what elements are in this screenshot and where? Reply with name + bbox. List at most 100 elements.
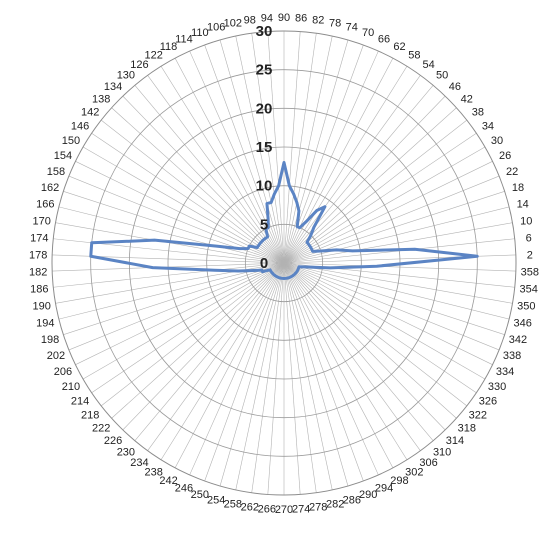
data-point-78 xyxy=(295,201,299,204)
data-point-346 xyxy=(297,265,301,268)
data-point-58 xyxy=(315,209,318,212)
angle-tick-label-182: 182 xyxy=(29,267,47,279)
data-point-94 xyxy=(277,184,280,188)
data-point-110 xyxy=(266,218,270,221)
data-point-82 xyxy=(292,192,295,196)
angle-tick-label-246: 246 xyxy=(175,483,193,495)
angle-tick-label-186: 186 xyxy=(30,284,48,296)
data-point-54 xyxy=(323,205,327,208)
angle-tick-label-78: 78 xyxy=(329,17,341,29)
angle-tick-label-294: 294 xyxy=(375,483,393,495)
angle-tick-label-174: 174 xyxy=(30,232,48,244)
angle-tick-label-354: 354 xyxy=(519,284,537,296)
angle-tick-labels: 2610141822263034384246505458626670747882… xyxy=(29,12,539,516)
angle-tick-label-50: 50 xyxy=(436,70,448,82)
angle-tick-label-226: 226 xyxy=(104,435,122,447)
angle-tick-label-190: 190 xyxy=(33,301,51,313)
angle-tick-label-322: 322 xyxy=(469,409,487,421)
data-point-358 xyxy=(375,265,378,268)
angle-tick-label-310: 310 xyxy=(433,446,451,458)
radial-tick-label-0: 0 xyxy=(260,255,268,272)
data-point-170 xyxy=(153,238,156,242)
angle-tick-label-266: 266 xyxy=(258,503,276,515)
angle-tick-label-118: 118 xyxy=(160,41,178,53)
angle-tick-label-198: 198 xyxy=(41,334,59,346)
angle-tick-label-342: 342 xyxy=(509,334,527,346)
angle-tick-label-238: 238 xyxy=(144,467,162,479)
data-point-118 xyxy=(264,227,268,231)
radial-tick-label-25: 25 xyxy=(256,62,273,79)
angle-tick-label-334: 334 xyxy=(496,366,514,378)
data-point-34 xyxy=(308,244,311,247)
data-point-62 xyxy=(304,220,307,224)
angle-tick-label-58: 58 xyxy=(408,49,420,61)
angle-tick-label-178: 178 xyxy=(29,249,47,261)
data-point-30 xyxy=(309,246,312,249)
angle-tick-label-170: 170 xyxy=(33,215,51,227)
angle-tick-label-98: 98 xyxy=(244,14,256,26)
data-point-138 xyxy=(259,241,263,244)
angle-tick-label-290: 290 xyxy=(359,489,377,501)
angle-tick-label-258: 258 xyxy=(224,499,242,511)
angle-tick-label-38: 38 xyxy=(472,107,484,119)
angle-tick-label-274: 274 xyxy=(292,503,310,515)
radial-tick-label-20: 20 xyxy=(256,100,273,117)
data-point-18 xyxy=(319,249,322,253)
angle-tick-label-338: 338 xyxy=(503,350,521,362)
data-point-22 xyxy=(311,250,314,253)
radial-grid-rings xyxy=(51,30,517,496)
data-point-146 xyxy=(257,244,260,247)
angle-tick-label-54: 54 xyxy=(422,59,434,71)
data-point-74 xyxy=(297,209,301,213)
angle-tick-label-22: 22 xyxy=(506,166,518,178)
radial-ring-10 xyxy=(206,185,362,341)
angle-tick-label-194: 194 xyxy=(36,318,54,330)
angle-tick-label-154: 154 xyxy=(54,150,72,162)
data-point-142 xyxy=(258,242,261,246)
data-point-154 xyxy=(248,244,251,248)
data-point-50 xyxy=(312,226,316,229)
data-point-114 xyxy=(267,226,270,229)
data-point-182 xyxy=(151,266,154,269)
data-point-194 xyxy=(252,269,256,272)
angle-tick-label-6: 6 xyxy=(526,232,532,244)
data-point-98 xyxy=(273,192,276,196)
data-point-178 xyxy=(89,255,92,258)
data-point-46 xyxy=(309,233,313,237)
angle-tick-label-330: 330 xyxy=(488,381,506,393)
angle-tick-label-34: 34 xyxy=(482,120,494,132)
data-point-190 xyxy=(237,269,240,273)
angle-tick-label-214: 214 xyxy=(71,396,89,408)
angle-tick-label-282: 282 xyxy=(326,499,344,511)
data-point-174 xyxy=(90,241,93,244)
angle-tick-label-358: 358 xyxy=(521,267,539,279)
radial-tick-labels: 0 5 10 15 20 25 30 xyxy=(256,23,273,272)
angle-tick-label-222: 222 xyxy=(92,423,110,435)
data-point-42 xyxy=(305,241,309,244)
data-point-2 xyxy=(476,255,479,258)
angle-tick-label-74: 74 xyxy=(346,22,358,34)
angle-tick-label-134: 134 xyxy=(104,81,122,93)
angle-tick-label-206: 206 xyxy=(54,366,72,378)
angle-tick-label-70: 70 xyxy=(362,27,374,39)
angle-tick-label-18: 18 xyxy=(512,182,524,194)
data-point-186 xyxy=(213,269,216,272)
data-point-6 xyxy=(413,248,416,251)
angle-tick-label-210: 210 xyxy=(62,381,80,393)
angle-tick-label-314: 314 xyxy=(446,435,464,447)
data-point-150 xyxy=(256,246,259,249)
angle-tick-label-218: 218 xyxy=(81,409,99,421)
angle-tick-label-166: 166 xyxy=(36,198,54,210)
series-layer xyxy=(89,160,479,280)
angle-tick-label-46: 46 xyxy=(449,81,461,93)
angle-tick-label-42: 42 xyxy=(461,93,473,105)
angle-tick-label-86: 86 xyxy=(295,13,307,25)
angle-tick-label-350: 350 xyxy=(517,301,535,313)
angle-tick-label-14: 14 xyxy=(517,198,529,210)
data-point-134 xyxy=(261,239,264,242)
angle-tick-label-62: 62 xyxy=(393,41,405,53)
angle-tick-label-254: 254 xyxy=(207,494,225,506)
angle-tick-label-234: 234 xyxy=(130,457,148,469)
angle-tick-label-146: 146 xyxy=(71,120,89,132)
angle-tick-label-2: 2 xyxy=(527,249,533,261)
